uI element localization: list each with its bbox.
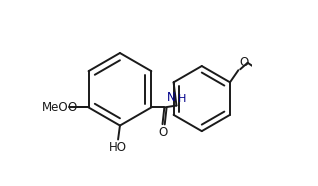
Text: O: O — [158, 126, 167, 139]
Text: O: O — [67, 101, 76, 113]
Text: HO: HO — [109, 141, 127, 154]
Text: N: N — [167, 91, 176, 104]
Text: H: H — [177, 94, 186, 104]
Text: MeO: MeO — [42, 101, 69, 113]
Text: O: O — [239, 56, 249, 69]
